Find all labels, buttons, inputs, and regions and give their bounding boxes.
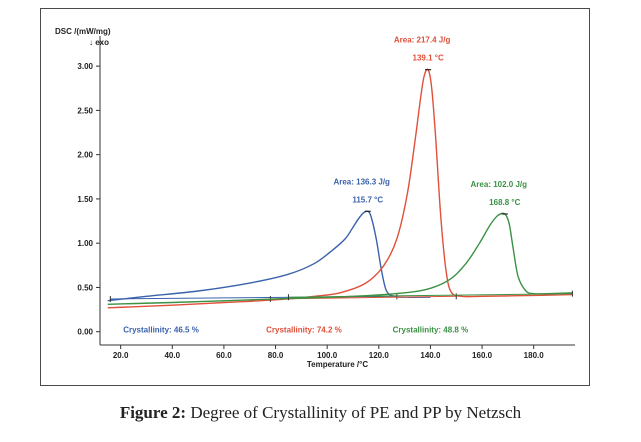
y-tick-label: 1.50: [77, 195, 93, 204]
peak-label-pe: 115.7 °C: [352, 195, 383, 204]
figure-caption: Figure 2: Degree of Crystallinity of PE …: [0, 403, 641, 423]
x-tick-label: 80.0: [268, 351, 284, 360]
y-tick-label: 0.50: [77, 283, 93, 292]
x-tick-label: 40.0: [164, 351, 180, 360]
y-axis-label: DSC /(mW/mg): [55, 27, 111, 36]
series-line-pp-2-baseline: [288, 293, 573, 298]
x-axis-label: Temperature /°C: [307, 360, 369, 369]
peak-label-pp-1: 139.1 °C: [413, 54, 444, 63]
series-line-pe: [107, 210, 431, 302]
area-label-pp-1: Area: 217.4 J/g: [394, 36, 451, 45]
crystallinity-label-pp-1: Crystallinity: 74.2 %: [266, 326, 342, 335]
x-tick-label: 120.0: [369, 351, 390, 360]
crystallinity-label-pe: Crystallinity: 46.5 %: [123, 326, 199, 335]
series-line-pp-2: [107, 212, 573, 305]
y-tick-label: 0.00: [77, 328, 93, 337]
x-tick-label: 140.0: [420, 351, 441, 360]
caption-text: Degree of Crystallinity of PE and PP by …: [186, 403, 522, 422]
y-tick-label: 2.00: [77, 151, 93, 160]
area-label-pp-2: Area: 102.0 J/g: [471, 180, 528, 189]
dsc-chart: 0.00 0.50 1.00 1.50 2.00 2.50 3.00 20.0 40.0 60.0…: [55, 27, 575, 369]
y-tick-label: 2.50: [77, 106, 93, 115]
x-tick-label: 180.0: [524, 351, 545, 360]
area-label-pe: Area: 136.3 J/g: [333, 177, 390, 186]
x-tick-label: 20.0: [113, 351, 129, 360]
x-tick-label: 160.0: [472, 351, 493, 360]
chart-figure: 0.00 0.50 1.00 1.50 2.00 2.50 3.00 20.0 40.0 60.0…: [40, 8, 590, 386]
x-tick-label: 60.0: [216, 351, 232, 360]
x-tick-label: 100.0: [317, 351, 338, 360]
y-tick-label: 1.00: [77, 239, 93, 248]
caption-label: Figure 2:: [119, 403, 187, 422]
y-direction-label: ↓ exo: [89, 38, 109, 47]
y-tick-label: 3.00: [77, 62, 93, 71]
peak-label-pp-2: 168.8 °C: [489, 198, 520, 207]
crystallinity-label-pp-2: Crystallinity: 48.8 %: [393, 326, 469, 335]
